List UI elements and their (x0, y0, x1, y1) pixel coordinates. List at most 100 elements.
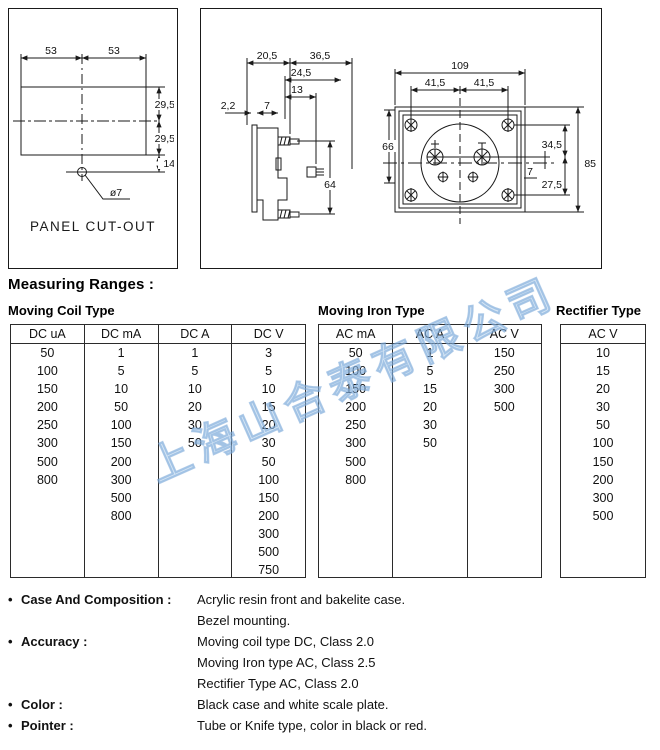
table-cell (11, 524, 84, 542)
dim-label-53-left: 53 (45, 45, 57, 57)
table-column: AC V 10 15 20 30 50 100 150 200 300 500 (561, 325, 645, 577)
column-header: AC V (467, 325, 541, 344)
table-cell: 5 (426, 364, 434, 379)
table-cell (159, 524, 232, 542)
dim-label-2-2: 2,2 (221, 100, 236, 112)
table-cell: 3 (265, 346, 273, 360)
dim-label-27-5: 27,5 (542, 179, 563, 191)
table-cell: 20 (423, 400, 437, 415)
spec-values: Tube or Knife type, color in black or re… (197, 715, 656, 736)
table-cell: 300 (493, 382, 515, 397)
table-cell: 50 (423, 436, 437, 451)
table-cell: 20 (596, 382, 610, 397)
dim-label-34-5: 34,5 (542, 139, 563, 151)
table-cell: 750 (258, 563, 280, 578)
bullet-icon: • (8, 718, 13, 733)
dim-label-20-5: 20,5 (257, 50, 278, 62)
table-cell: 500 (258, 545, 280, 560)
column-header: DC mA (84, 325, 158, 344)
spec-values: Black case and white scale plate. (197, 694, 656, 715)
column-header: DC uA (11, 325, 84, 344)
spec-value: Moving Iron type AC, Class 2.5 (197, 655, 376, 670)
table-cell: 150 (592, 454, 614, 469)
dim-label-29-5-upper: 29,5 (155, 99, 174, 111)
dim-label-66: 66 (382, 141, 394, 153)
table-cell: 15 (596, 364, 610, 379)
label-mask (380, 140, 396, 152)
table-cell: 100 (345, 364, 367, 379)
spec-value: Bezel mounting. (197, 613, 291, 628)
table-cell: 5 (191, 364, 199, 379)
label-mask (158, 158, 174, 169)
table-column: AC A 1 5 15 20 30 50 (392, 325, 467, 577)
bullet-icon: • (8, 697, 13, 712)
table-cell: 1 (191, 346, 199, 360)
moving-coil-table: DC uA 50 100 150 200 250 300 500 800 DC mA 1 5 10 50 1… (10, 324, 306, 578)
column-header: AC mA (319, 325, 393, 344)
spec-value: Moving coil type DC, Class 2.0 (197, 634, 375, 649)
table-cell (85, 560, 158, 577)
column-header: AC V (561, 325, 645, 344)
table-cell: 100 (592, 436, 614, 451)
table-column: DC V 3 5 10 15 20 30 50 100 150 200 300 500 750 (231, 325, 305, 577)
small-screws (437, 171, 479, 183)
spec-value: Acrylic resin front and bakelite case. (197, 592, 406, 607)
spec-row: • Accuracy : Moving coil type DC, Class 2.… (8, 631, 656, 694)
dim-label-85: 85 (584, 158, 596, 170)
table-cell: 1 (426, 346, 434, 360)
table-cell: 10 (261, 382, 276, 397)
dim-label-7-rear: 7 (527, 166, 533, 178)
table-cell: 150 (36, 382, 58, 397)
meter-dimensions-drawing-frame: 20,5 36,5 24,5 13 7 2,2 64 109 41,5 41,5… (200, 8, 602, 269)
spec-values: Moving coil type DC, Class 2.0 Moving Iro… (197, 631, 656, 694)
table-column: DC A 1 5 10 20 30 50 (157, 325, 232, 577)
dim-label-hole-dia: ø7 (110, 187, 122, 199)
dim-label-53-right: 53 (108, 45, 120, 57)
table-cell: 200 (592, 472, 614, 487)
table-cell: 500 (592, 508, 614, 523)
table-cell: 5 (117, 364, 125, 379)
table-cell: 50 (40, 346, 55, 360)
specs-list: • Case And Composition : Acrylic resin fro… (8, 589, 656, 736)
column-header: DC V (232, 325, 305, 344)
spec-label: • Accuracy : (8, 631, 197, 652)
table-cell: 15 (261, 400, 276, 415)
table-cell: 30 (187, 418, 202, 433)
table-cell (468, 434, 541, 452)
dim-label-109: 109 (451, 60, 469, 72)
table-cell: 30 (261, 436, 276, 451)
table-cell: 150 (258, 490, 280, 505)
dim-label-13: 13 (291, 84, 303, 96)
table-cell: 150 (493, 346, 515, 360)
label-mask (150, 99, 174, 110)
table-cell: 10 (596, 346, 610, 360)
table-cell: 20 (261, 418, 276, 433)
table-cell (11, 542, 84, 560)
spec-label: • Color : (8, 694, 197, 715)
measuring-ranges-heading: Measuring Ranges : (8, 276, 155, 293)
column-header: DC A (158, 325, 232, 344)
table-cell: 100 (36, 364, 58, 379)
table-cell: 200 (345, 400, 367, 415)
table-cell (159, 470, 232, 488)
table-cell (468, 416, 541, 434)
dim-label-36-5: 36,5 (310, 50, 331, 62)
table-column: AC mA 50 100 150 200 250 300 500 800 (319, 325, 393, 577)
dim-label-7-side: 7 (264, 100, 270, 112)
table-cell: 250 (345, 418, 367, 433)
table-cell (11, 559, 84, 577)
table-cell: 50 (348, 346, 363, 360)
moving-iron-title: Moving Iron Type (318, 303, 425, 318)
table-cell: 500 (36, 454, 58, 469)
table-cell: 100 (110, 418, 132, 433)
column-header: AC A (393, 325, 467, 344)
dim-label-14: 14 (163, 158, 174, 170)
spec-row: • Case And Composition : Acrylic resin fro… (8, 589, 656, 631)
table-cell: 300 (36, 436, 58, 451)
table-cell: 250 (36, 418, 58, 433)
table-cell: 1 (117, 346, 125, 360)
dim-label-41-5-right: 41,5 (474, 77, 495, 89)
label-mask (320, 178, 340, 190)
spec-label: • Pointer : (8, 715, 197, 736)
spec-values: Acrylic resin front and bakelite case. Be… (197, 589, 656, 631)
